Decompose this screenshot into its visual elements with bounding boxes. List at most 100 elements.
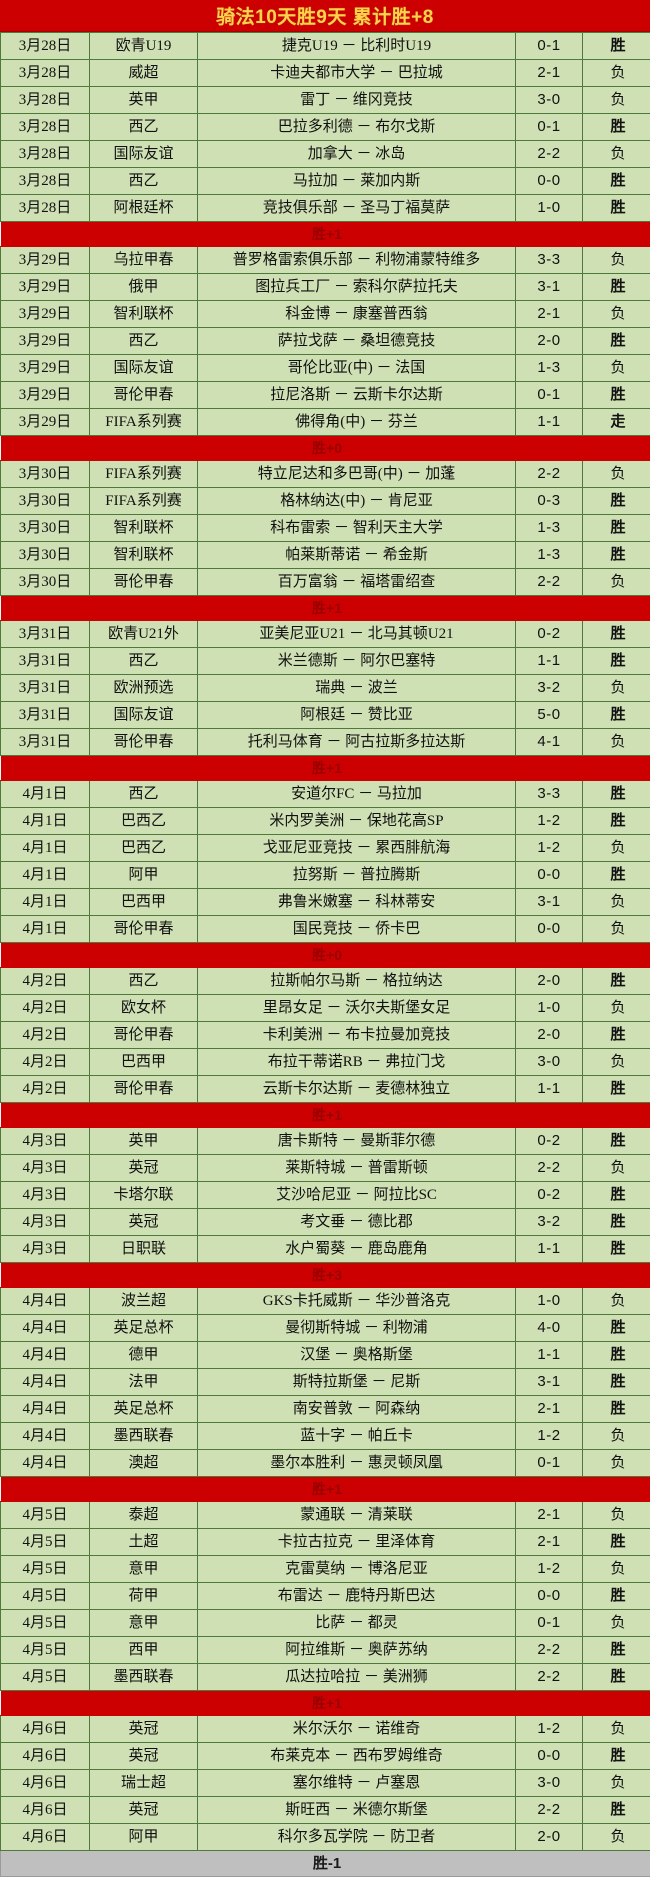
cell-league: 英足总杯 <box>90 1396 198 1423</box>
cell-score: 1-3 <box>516 515 583 542</box>
cell-score: 1-3 <box>516 542 583 569</box>
cell-score: 3-2 <box>516 675 583 702</box>
cell-result: 胜 <box>583 1076 650 1103</box>
cell-teams: 克雷莫纳 － 博洛尼亚 <box>198 1556 516 1583</box>
cell-result: 胜 <box>583 168 650 195</box>
cell-result: 负 <box>583 1824 650 1851</box>
separator-label: 胜+1 <box>1 756 650 781</box>
cell-league: FIFA系列赛 <box>90 488 198 515</box>
cell-result: 胜 <box>583 542 650 569</box>
cell-teams: 米尔沃尔 － 诺维奇 <box>198 1716 516 1743</box>
cell-date: 4月5日 <box>1 1664 90 1691</box>
cell-teams: 卡拉古拉克 － 里泽体育 <box>198 1529 516 1556</box>
cell-league: 威超 <box>90 60 198 87</box>
cell-teams: 墨尔本胜利 － 惠灵顿凤凰 <box>198 1450 516 1477</box>
cell-league: 智利联杯 <box>90 515 198 542</box>
cell-league: FIFA系列赛 <box>90 409 198 436</box>
cell-league: 英冠 <box>90 1797 198 1824</box>
cell-date: 3月29日 <box>1 355 90 382</box>
cell-date: 3月30日 <box>1 515 90 542</box>
cell-date: 4月1日 <box>1 916 90 943</box>
cell-league: FIFA系列赛 <box>90 461 198 488</box>
cell-result: 负 <box>583 1716 650 1743</box>
section-separator-row: 胜+1 <box>1 756 650 781</box>
cell-score: 2-0 <box>516 968 583 995</box>
cell-teams: 加拿大 － 冰岛 <box>198 141 516 168</box>
cell-date: 4月4日 <box>1 1342 90 1369</box>
cell-teams: 卡利美洲 － 布卡拉曼加竞技 <box>198 1022 516 1049</box>
cell-date: 3月29日 <box>1 328 90 355</box>
section-separator-row: 胜+1 <box>1 1477 650 1502</box>
cell-score: 3-1 <box>516 889 583 916</box>
cell-score: 0-0 <box>516 168 583 195</box>
cell-date: 3月29日 <box>1 382 90 409</box>
cell-score: 2-1 <box>516 60 583 87</box>
cell-league: 哥伦甲春 <box>90 729 198 756</box>
cell-result: 胜 <box>583 1664 650 1691</box>
cell-league: 阿甲 <box>90 1824 198 1851</box>
cell-date: 4月1日 <box>1 781 90 808</box>
cell-date: 3月31日 <box>1 675 90 702</box>
cell-teams: 比萨 － 都灵 <box>198 1610 516 1637</box>
